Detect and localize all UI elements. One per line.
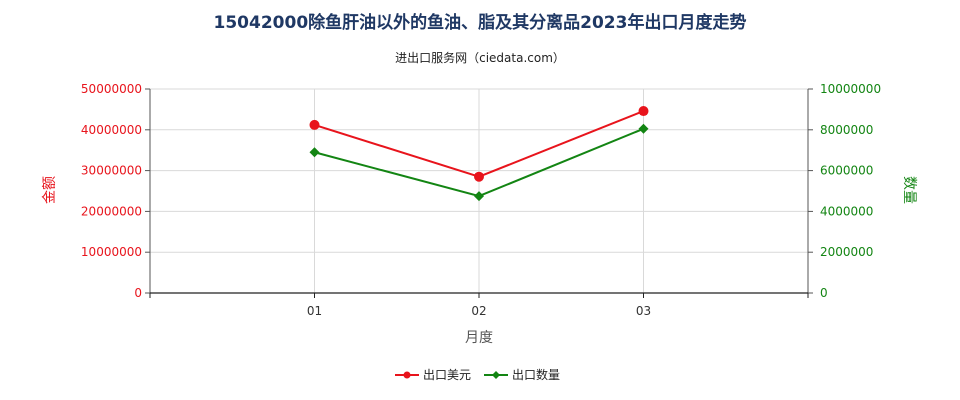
legend: 出口美元 出口数量 <box>395 367 560 382</box>
series-point-2 <box>309 147 320 158</box>
x-tick-label: 02 <box>471 304 486 318</box>
y-tick-label-left: 20000000 <box>81 204 142 218</box>
y-tick-label-right: 6000000 <box>820 164 873 178</box>
y-tick-label-right: 0 <box>820 286 828 300</box>
y-tick-label-right: 10000000 <box>820 82 881 96</box>
series-point-1 <box>638 106 649 117</box>
y-tick-label-left: 40000000 <box>81 123 142 137</box>
legend-swatch-marker <box>492 371 500 379</box>
tick-labels: 0 0 10000000 2000000 20000000 4000000 30000000… <box>81 82 881 318</box>
grid <box>150 88 808 294</box>
series-point-1 <box>474 171 484 182</box>
y-tick-label-left: 50000000 <box>81 82 142 96</box>
series-layer <box>309 106 649 202</box>
y-tick-label-right: 8000000 <box>820 123 873 137</box>
axes <box>145 88 813 298</box>
legend-label: 出口数量 <box>512 367 560 382</box>
legend-label: 出口美元 <box>423 368 471 382</box>
y-tick-label-left: 0 <box>134 286 142 300</box>
chart-title: 15042000除鱼肝油以外的鱼油、脂及其分离品2023年出口月度走势 <box>214 12 747 33</box>
y-tick-label-left: 10000000 <box>81 245 142 259</box>
y-tick-label-left: 30000000 <box>81 164 142 178</box>
series-point-1 <box>309 119 320 130</box>
y-tick-label-right: 2000000 <box>820 245 873 259</box>
x-axis-title: 月度 <box>465 330 493 346</box>
y-tick-label-right: 4000000 <box>820 204 873 218</box>
series-point-2 <box>638 123 649 134</box>
series-point-2 <box>474 191 484 202</box>
chart-subtitle: 进出口服务网（ciedata.com） <box>395 50 565 65</box>
legend-swatch-marker <box>403 371 411 379</box>
y-axis-right-title: 数量 <box>901 176 917 204</box>
x-tick-label: 03 <box>636 304 651 318</box>
y-axis-left-title: 金额 <box>42 176 58 204</box>
x-tick-label: 01 <box>307 304 322 318</box>
